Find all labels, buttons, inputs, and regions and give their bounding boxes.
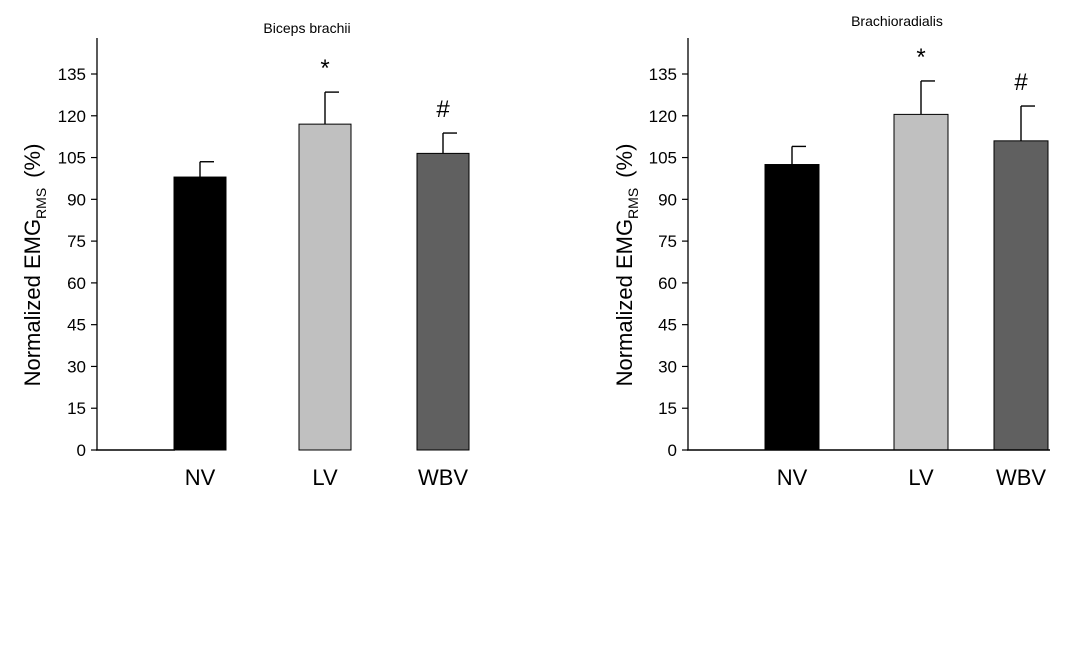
y-tick-label: 15 <box>658 399 677 418</box>
y-tick-label: 60 <box>67 274 86 293</box>
y-tick-label: 75 <box>67 232 86 251</box>
x-tick-label: WBV <box>418 465 468 490</box>
y-tick-label: 135 <box>58 65 86 84</box>
y-axis-label-subscript: RMS <box>33 188 49 219</box>
y-axis-label-unit: (%) <box>612 144 637 178</box>
chart-title: Brachioradialis <box>851 13 943 29</box>
y-axis-label-unit: (%) <box>20 144 45 178</box>
panel-brachioradialis: Brachioradialis Normalized EMGRMS (%) 0 15… <box>612 13 1050 490</box>
significance-hash: # <box>436 96 450 123</box>
x-tick-label: WBV <box>996 465 1046 490</box>
chart-title: Biceps brachii <box>263 20 350 36</box>
y-axis-label-subscript: RMS <box>625 188 641 219</box>
y-tick-label: 45 <box>658 316 677 335</box>
y-tick-label: 30 <box>658 357 677 376</box>
bar-wbv <box>993 140 1049 451</box>
x-tick-label: NV <box>185 465 216 490</box>
significance-hash: # <box>1014 69 1028 96</box>
bar-nv <box>173 176 227 451</box>
y-axis-label-main: Normalized EMG <box>20 219 45 386</box>
y-tick-label: 45 <box>67 316 86 335</box>
y-tick-label: 105 <box>58 149 86 168</box>
panel-biceps-brachii: Biceps brachii Normalized EMGRMS (%) 0 15 3… <box>20 20 470 490</box>
y-tick-label: 105 <box>649 149 677 168</box>
y-tick-label: 90 <box>658 190 677 209</box>
significance-asterisk: * <box>320 55 329 82</box>
y-axis-label: Normalized EMGRMS (%) <box>20 144 49 387</box>
y-tick-label: 90 <box>67 190 86 209</box>
bar-lv <box>298 123 352 451</box>
y-axis-label-main: Normalized EMG <box>612 219 637 386</box>
y-tick-label: 135 <box>649 65 677 84</box>
y-tick-label: 120 <box>649 107 677 126</box>
x-tick-label: NV <box>777 465 808 490</box>
y-axis-label: Normalized EMGRMS (%) <box>612 144 641 387</box>
y-tick-label: 60 <box>658 274 677 293</box>
bar-nv <box>764 164 820 451</box>
significance-asterisk: * <box>916 44 925 71</box>
x-tick-label: LV <box>908 465 934 490</box>
bar-lv <box>893 113 949 451</box>
x-tick-label: LV <box>312 465 338 490</box>
bar-wbv <box>416 152 470 451</box>
y-tick-label: 30 <box>67 357 86 376</box>
y-tick-label: 0 <box>668 441 677 460</box>
y-tick-label: 120 <box>58 107 86 126</box>
y-tick-label: 75 <box>658 232 677 251</box>
y-tick-label: 15 <box>67 399 86 418</box>
y-tick-label: 0 <box>77 441 86 460</box>
